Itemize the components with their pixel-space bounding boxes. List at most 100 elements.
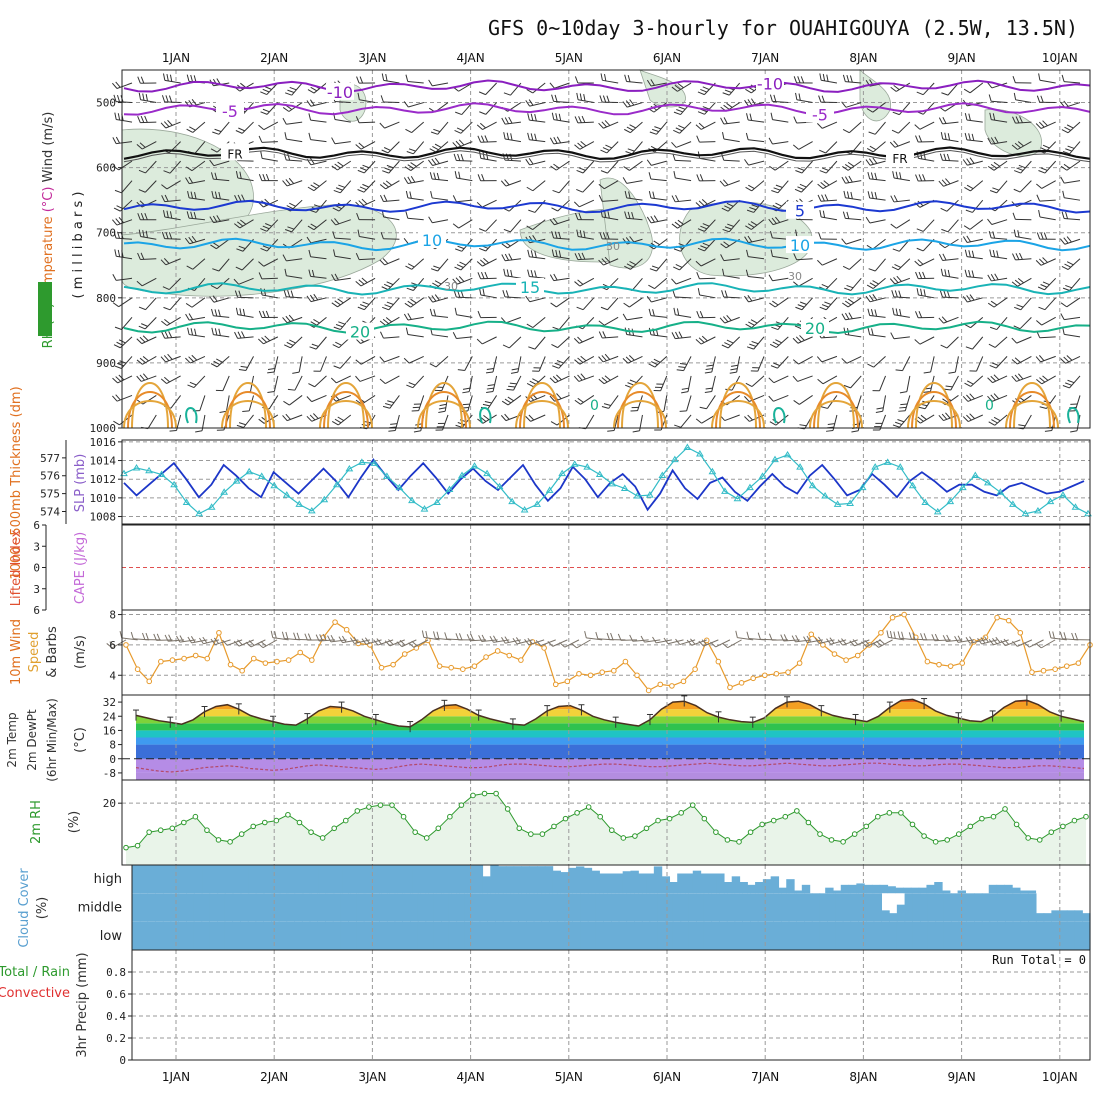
barb-flag: [460, 290, 464, 298]
y-tick-label: 500: [96, 97, 116, 110]
contour-label-bg: [786, 201, 814, 219]
barb-flag: [1017, 141, 1024, 147]
cloud-bar: [1059, 921, 1068, 950]
barb-flag: [526, 186, 534, 192]
wind-barb: [1000, 638, 1021, 647]
wind-barb: [819, 277, 838, 291]
rh-contour-label: 30: [788, 270, 802, 283]
wind-barb: [333, 317, 352, 330]
cloud-bar: [202, 865, 211, 894]
barb-flag: [163, 121, 170, 128]
barb-flag: [525, 295, 531, 303]
barb-flag: [674, 424, 682, 428]
barb-flag: [383, 194, 388, 202]
barb-staff: [991, 119, 1008, 123]
wind-barb: [355, 375, 376, 382]
barb-flag: [671, 86, 678, 92]
cloud-bar: [420, 865, 429, 894]
barb-flag: [915, 271, 919, 279]
barb-flag: [405, 74, 409, 82]
barb-staff: [607, 160, 619, 174]
barb-flag: [486, 391, 494, 393]
cloud-bar: [580, 921, 589, 950]
barb-staff: [723, 121, 740, 125]
barb-staff: [888, 636, 905, 641]
wind-barb: [574, 140, 595, 150]
cloud-bar: [427, 865, 437, 894]
barb-flag: [574, 253, 579, 260]
wind-barb: [112, 274, 133, 281]
barb-flag: [675, 638, 681, 645]
barb-flag: [382, 170, 389, 174]
slp-marker: [495, 482, 504, 490]
barb-flag: [866, 108, 874, 113]
barb-flag: [819, 170, 827, 174]
barb-flag: [434, 157, 440, 164]
barb-flag: [918, 174, 923, 182]
barb-flag: [622, 177, 628, 184]
barb-flag: [283, 400, 290, 406]
barb-staff: [603, 121, 619, 129]
barb-flag: [234, 331, 239, 339]
barb-flag: [334, 273, 339, 281]
wind-barb: [771, 180, 789, 194]
wind-barb: [476, 199, 497, 208]
wind-barb: [697, 219, 716, 232]
barb-flag: [922, 271, 926, 279]
barb-staff: [748, 276, 765, 279]
wind-barb: [964, 180, 984, 192]
barb-staff: [934, 639, 951, 642]
y-tick-label: 900: [96, 357, 116, 370]
barb-flag: [459, 261, 467, 266]
cloud-bar: [1020, 921, 1029, 950]
slp-marker: [958, 483, 967, 491]
cloud-bar: [811, 893, 821, 922]
cloud-bar: [1074, 921, 1083, 950]
barb-flag: [161, 95, 166, 103]
barb-flag: [681, 387, 689, 390]
panel-frame: [121, 69, 1091, 429]
wind-barb: [624, 211, 643, 221]
barb-flag: [946, 634, 951, 642]
barb-flag: [573, 338, 580, 344]
wind-barb: [477, 310, 497, 319]
barb-staff: [869, 219, 886, 224]
barb-flag: [889, 630, 893, 639]
contour-label: FR: [227, 147, 242, 161]
slp-marker: [833, 500, 842, 507]
barb-flag: [117, 362, 124, 367]
barb-flag: [895, 421, 902, 426]
barb-staff: [407, 334, 424, 338]
wind-barb: [768, 633, 789, 641]
barb-flag: [797, 76, 801, 84]
barb-flag: [237, 331, 242, 339]
wind-barb: [380, 231, 400, 240]
y-tick-label: 576: [40, 470, 60, 483]
wind-barb: [1012, 116, 1032, 124]
wind-barb: [574, 252, 594, 261]
barb-staff: [532, 180, 546, 192]
barb-staff: [310, 160, 327, 166]
cloud-bar: [1043, 913, 1052, 922]
cloud-bar: [942, 890, 951, 894]
wind-barb: [510, 356, 522, 374]
wind-barb: [476, 121, 497, 131]
barb-flag: [356, 212, 360, 220]
wind-barb: [209, 159, 230, 167]
barb-flag: [720, 117, 725, 125]
rh2m-marker: [955, 831, 962, 837]
barb-flag: [915, 174, 919, 182]
barb-flag: [922, 174, 926, 182]
barb-flag: [1042, 120, 1048, 127]
wind-barb: [163, 297, 181, 311]
rh2m-marker: [250, 823, 257, 830]
barb-flag: [308, 113, 312, 121]
contour-label-bg: [221, 143, 249, 161]
slp-marker: [220, 488, 229, 495]
wind-barb: [112, 297, 133, 308]
wind-barb: [355, 355, 376, 365]
barb-staff: [724, 316, 740, 324]
rh-legend-swatch: [38, 282, 52, 336]
cloud-bar: [248, 865, 258, 894]
cloud-bar: [286, 893, 295, 922]
